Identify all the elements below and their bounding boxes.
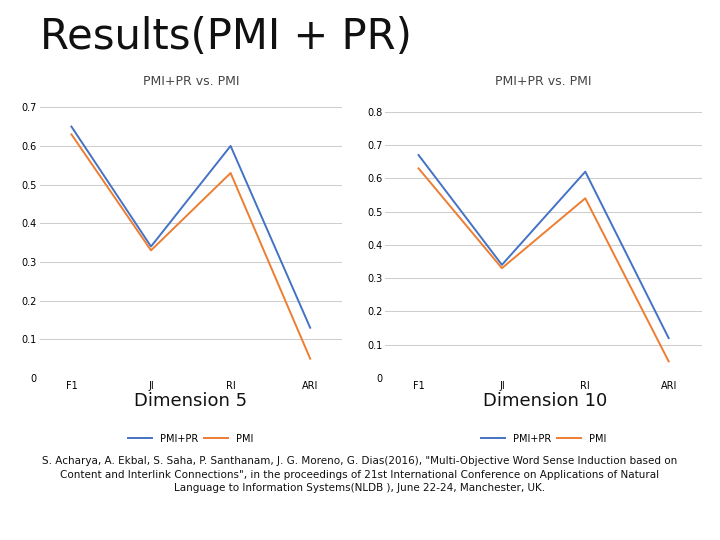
- Text: Results(PMI + PR): Results(PMI + PR): [40, 16, 411, 58]
- Text: Content and Interlink Connections", in the proceedings of 21st International Con: Content and Interlink Connections", in t…: [60, 470, 660, 480]
- Text: Language to Information Systems(NLDB ), June 22-24, Manchester, UK.: Language to Information Systems(NLDB ), …: [174, 483, 546, 494]
- Title: PMI+PR vs. PMI: PMI+PR vs. PMI: [143, 75, 239, 88]
- Title: PMI+PR vs. PMI: PMI+PR vs. PMI: [495, 75, 592, 88]
- Text: Dimension 10: Dimension 10: [483, 392, 607, 409]
- Legend: PMI+PR, PMI: PMI+PR, PMI: [124, 430, 258, 448]
- Text: S. Acharya, A. Ekbal, S. Saha, P. Santhanam, J. G. Moreno, G. Dias(2016), "Multi: S. Acharya, A. Ekbal, S. Saha, P. Santha…: [42, 456, 678, 467]
- Legend: PMI+PR, PMI: PMI+PR, PMI: [477, 430, 611, 448]
- Text: Dimension 5: Dimension 5: [134, 392, 248, 409]
